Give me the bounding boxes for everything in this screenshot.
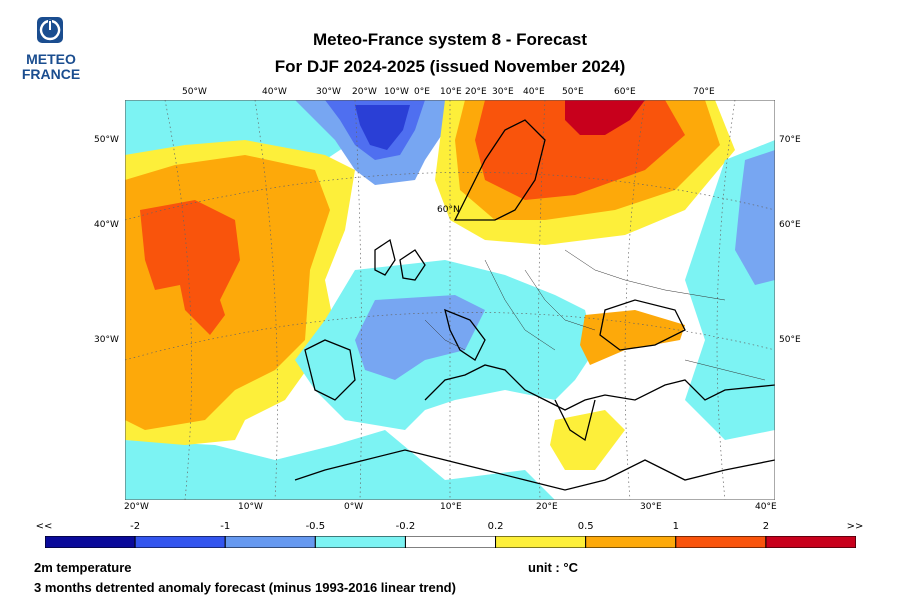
right-axis-label-1: 60°E [779,220,801,230]
title-line2: For DJF 2024-2025 (issued November 2024) [274,57,626,76]
bottom-axis-label-2: 0°W [344,502,364,512]
greenland-strongest-cold [355,105,410,150]
legend-tick-5: 0.5 [577,521,594,532]
anomaly-map: 60°N [125,100,775,500]
atlantic-red-orange-core [140,200,240,335]
unit-label: unit : °C [528,560,578,575]
legend-swatch-3 [314,536,406,548]
top-axis-label-12: 70°E [693,87,715,97]
coastlines [294,119,775,491]
mideast-yellow-region [550,410,625,470]
lat-label-60n: 60°N [437,205,460,215]
top-axis-label-11: 60°E [614,87,636,97]
variable-label: 2m temperature [34,560,132,575]
legend-tick-7: 2 [762,521,770,532]
left-axis-label-2: 30°W [94,335,119,345]
legend-colorbar [45,536,856,548]
top-axis-label-5: 0°E [414,87,430,97]
top-axis-label-3: 20°W [352,87,377,97]
meteo-france-logo: METEO FRANCE [16,16,86,86]
bottom-axis-label-4: 20°E [536,502,558,512]
meteo-france-logo-icon [37,17,63,43]
legend-tick-0: -2 [130,521,141,532]
legend-tick-6: 1 [672,521,679,532]
top-axis-label-7: 20°E [465,87,487,97]
left-axis-label-1: 40°W [94,220,119,230]
logo-text-line2: FRANCE [21,66,81,82]
russia-lightblue-region [735,150,775,285]
top-axis-label-10: 50°E [562,87,584,97]
top-axis-label-9: 40°E [523,87,545,97]
description-label: 3 months detrented anomaly forecast (min… [34,580,456,595]
legend-swatch-2 [224,536,316,548]
bottom-axis-label-3: 10°E [440,502,462,512]
top-axis-label-0: 50°W [182,87,207,97]
legend-tick-4: 0.2 [487,521,504,532]
legend-tick-2: -0.5 [305,521,326,532]
right-axis-label-2: 50°E [779,335,801,345]
barents-dark-red-core [565,100,645,135]
bottom-axis-label-5: 30°E [640,502,662,512]
right-axis-label-0: 70°E [779,135,801,145]
ukraine-orange-region [580,310,685,365]
top-axis-label-6: 10°E [440,87,462,97]
legend-swatch-4 [404,536,497,548]
top-axis-label-2: 30°W [316,87,341,97]
legend-swatch-1 [134,536,226,548]
title-line1: Meteo-France system 8 - Forecast [313,30,587,49]
legend-swatch-5 [495,536,587,548]
legend-swatch-6 [585,536,677,548]
top-axis-label-4: 10°W [384,87,409,97]
bottom-axis-label-0: 20°W [124,502,149,512]
atlantic-cyan-south [125,430,555,500]
left-axis-label-0: 50°W [94,135,119,145]
legend-swatch-7 [675,536,767,548]
legend-tick-1: -1 [220,521,231,532]
legend-swatch-0 [45,536,136,548]
top-axis-label-1: 40°W [262,87,287,97]
bottom-axis-label-1: 10°W [238,502,263,512]
europe-lightblue-region [355,295,485,380]
legend-tick-3: -0.2 [395,521,416,532]
scandinavia-red-orange-region [475,100,685,200]
legend-right-open: >> [846,521,864,532]
logo-text-line1: METEO [26,51,76,67]
top-axis-label-8: 30°E [492,87,514,97]
bottom-axis-label-6: 40°E [755,502,777,512]
legend-swatch-8 [765,536,856,548]
legend-left-open: << [35,521,53,532]
country-borders [424,249,766,381]
